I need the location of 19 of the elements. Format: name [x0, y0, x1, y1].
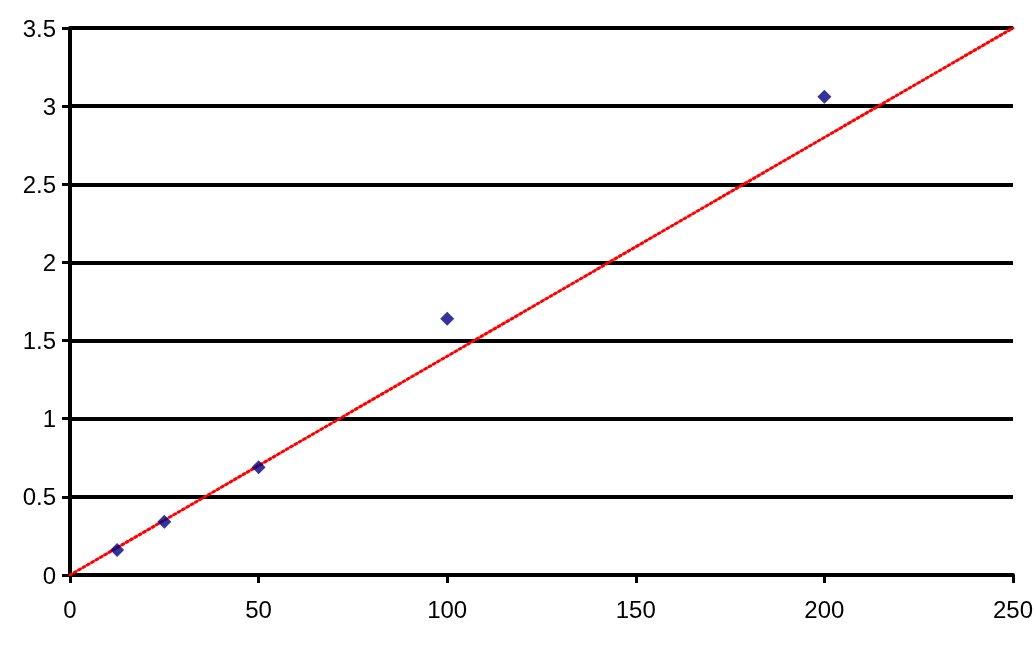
y-tick-label: 1	[42, 405, 56, 433]
y-tick-label: 3	[42, 92, 56, 120]
x-tick-label: 200	[804, 595, 845, 623]
point	[440, 311, 455, 326]
x-tick-label: 50	[245, 595, 272, 623]
point	[251, 460, 266, 475]
x-tick-label: 250	[992, 595, 1033, 623]
y-tick-label: 3.5	[22, 14, 56, 42]
x-tick-label: 150	[615, 595, 656, 623]
y-tick-label: 2.5	[22, 170, 56, 198]
point	[817, 89, 832, 104]
y-tick-label: 2	[42, 248, 56, 276]
y-tick-label: 1.5	[22, 327, 56, 355]
x-tick-label: 0	[63, 595, 77, 623]
point	[110, 542, 125, 557]
x-tick-label: 100	[427, 595, 468, 623]
y-tick-label: 0.5	[22, 483, 56, 511]
point	[157, 514, 172, 529]
y-tick-label: 0	[42, 561, 56, 589]
